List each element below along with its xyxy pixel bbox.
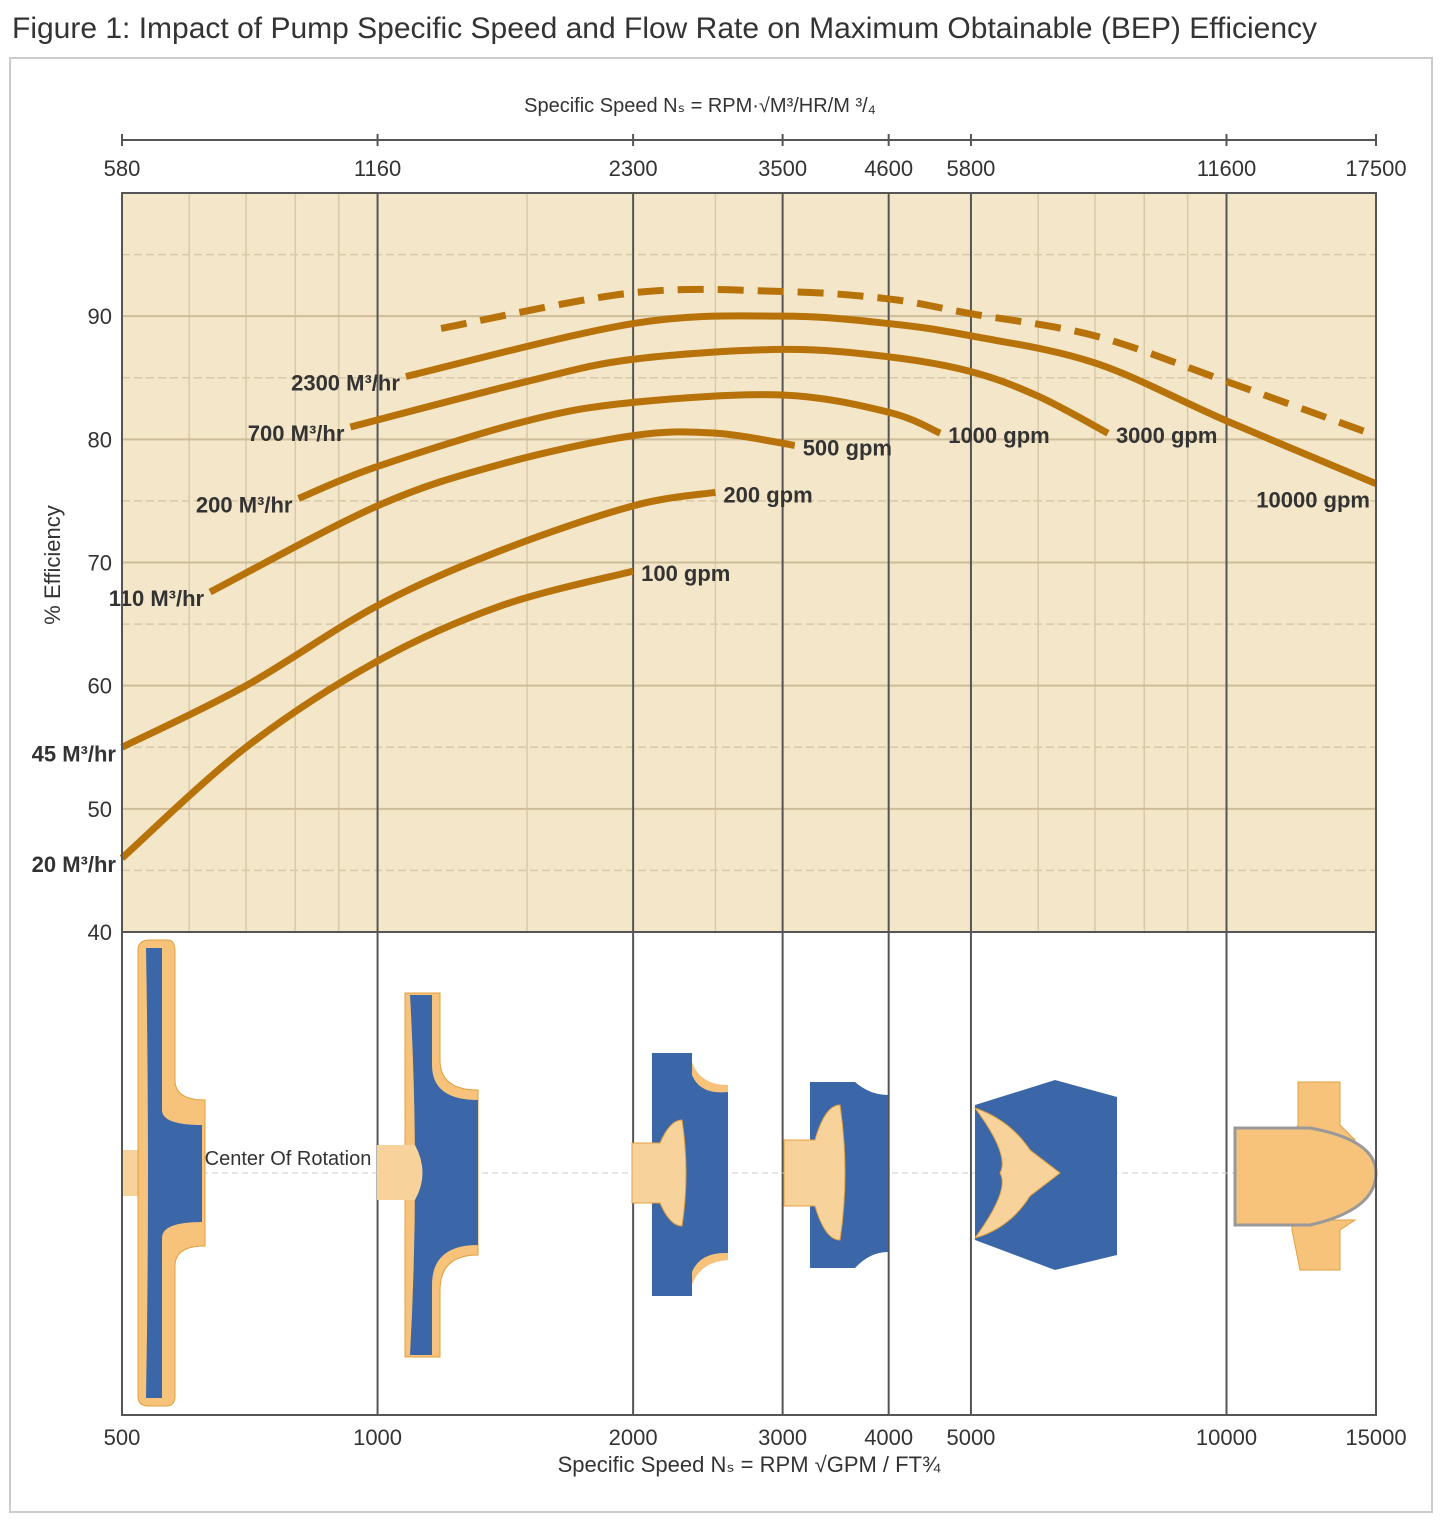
x-tick-label: 10000 bbox=[1196, 1425, 1257, 1450]
envelope-line bbox=[440, 285, 1378, 439]
series-end-label: 100 gpm bbox=[641, 561, 730, 586]
x-tick-label: 4000 bbox=[864, 1425, 913, 1450]
curves: 20 M³/hr 100 gpm 45 M³/hr 200 gpm 110 M³/hr 5… bbox=[32, 285, 1378, 877]
series-label: 2300 M³/hr bbox=[291, 371, 400, 396]
hub bbox=[973, 1107, 1061, 1239]
y-tick-label: 40 bbox=[88, 920, 112, 945]
series-end-label: 500 gpm bbox=[803, 435, 892, 460]
y-tick-label: 50 bbox=[88, 797, 112, 822]
panel-frame bbox=[121, 931, 1377, 1416]
top-tick-label: 5800 bbox=[946, 156, 995, 181]
efficiency-curve bbox=[297, 391, 942, 502]
efficiency-curve bbox=[208, 428, 796, 596]
y-tick-label: 60 bbox=[88, 674, 112, 699]
x-tick-label: 1000 bbox=[353, 1425, 402, 1450]
y-tick-label: 80 bbox=[88, 427, 112, 452]
grid bbox=[121, 193, 1377, 1415]
top-tick-label: 17500 bbox=[1345, 156, 1406, 181]
impeller-blade bbox=[652, 1053, 728, 1296]
x-tick-label: 2000 bbox=[609, 1425, 658, 1450]
chart-title: Figure 1: Impact of Pump Specific Speed … bbox=[12, 12, 1317, 45]
x-tick-label: 5000 bbox=[946, 1425, 995, 1450]
hub bbox=[1233, 1126, 1378, 1227]
efficiency-curve bbox=[119, 567, 635, 861]
x-tick-label: 15000 bbox=[1345, 1425, 1406, 1450]
efficiency-curve bbox=[405, 312, 1378, 487]
series-end-label: 10000 gpm bbox=[1256, 488, 1370, 513]
hub bbox=[377, 1145, 423, 1200]
series-end-label: 200 gpm bbox=[723, 482, 812, 507]
series-end-label: 3000 gpm bbox=[1116, 423, 1218, 448]
hub bbox=[631, 1119, 687, 1227]
frame bbox=[9, 57, 1433, 1513]
top-tick-label: 580 bbox=[104, 156, 141, 181]
efficiency-curve bbox=[349, 345, 1110, 437]
top-axis-title: Specific Speed Nₛ = RPM·√M³/HR/M ³/₄ bbox=[524, 95, 876, 117]
impeller-blade bbox=[146, 948, 202, 1398]
y-axis-title: % Efficiency bbox=[40, 505, 65, 624]
top-tick-label: 4600 bbox=[864, 156, 913, 181]
annotation: Center Of Rotation bbox=[205, 1148, 372, 1170]
series-label: 110 M³/hr bbox=[109, 586, 205, 611]
impeller-blade bbox=[410, 995, 478, 1355]
y-tick-label: 90 bbox=[88, 304, 112, 329]
x-axis-title: Specific Speed Nₛ = RPM √GPM / FT¾ bbox=[558, 1452, 941, 1477]
impellers: Center Of Rotation bbox=[122, 939, 1378, 1407]
x-tick-label: 500 bbox=[104, 1425, 141, 1450]
efficiency-curve bbox=[120, 488, 716, 751]
top-tick-label: 3500 bbox=[758, 156, 807, 181]
top-tick-label: 1160 bbox=[354, 156, 401, 181]
top-tick-label: 2300 bbox=[609, 156, 658, 181]
series-label: 45 M³/hr bbox=[32, 741, 117, 766]
hub bbox=[783, 1104, 846, 1241]
series-end-label: 1000 gpm bbox=[948, 423, 1050, 448]
x-tick-label: 3000 bbox=[758, 1425, 807, 1450]
series-label: 20 M³/hr bbox=[32, 852, 117, 877]
series-label: 700 M³/hr bbox=[248, 421, 345, 446]
y-tick-label: 70 bbox=[88, 551, 112, 576]
series-label: 200 M³/hr bbox=[196, 492, 293, 517]
top-tick-label: 11600 bbox=[1197, 156, 1257, 181]
